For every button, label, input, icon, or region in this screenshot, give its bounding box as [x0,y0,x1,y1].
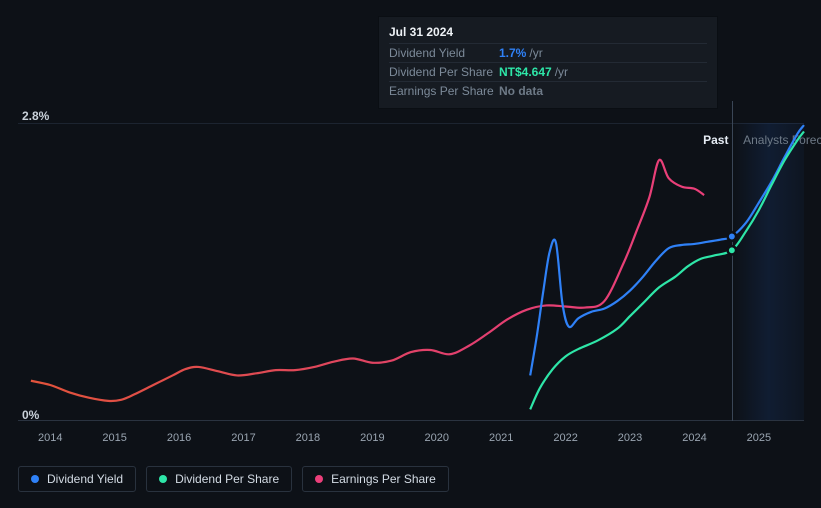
legend-label: Earnings Per Share [331,472,436,486]
tooltip-value-nodata: No data [499,84,543,98]
x-tick: 2015 [102,432,126,444]
x-axis: 2014 2015 2016 2017 2018 2019 2020 2021 2022 2023… [18,432,804,448]
tooltip-row-dividend-per-share: Dividend Per Share NT$4.647 /yr [389,62,707,81]
x-tick: 2023 [618,432,642,444]
chart-tooltip: Jul 31 2024 Dividend Yield 1.7% /yr Divi… [378,16,718,109]
x-tick: 2020 [425,432,449,444]
legend-earnings-per-share[interactable]: Earnings Per Share [302,466,449,492]
tooltip-value: 1.7% [499,46,526,60]
tooltip-label: Earnings Per Share [389,84,499,98]
x-tick: 2014 [38,432,62,444]
x-tick: 2022 [553,432,577,444]
legend-dividend-per-share[interactable]: Dividend Per Share [146,466,292,492]
legend-dot-icon [31,475,39,483]
x-tick: 2016 [167,432,191,444]
tooltip-row-dividend-yield: Dividend Yield 1.7% /yr [389,43,707,62]
tooltip-value: NT$4.647 [499,65,552,79]
legend-label: Dividend Per Share [175,472,279,486]
x-tick: 2018 [296,432,320,444]
y-axis-top-label: 2.8% [22,109,49,123]
series-dividend-yield [530,125,804,375]
series-earnings-per-share [31,160,704,401]
legend-label: Dividend Yield [47,472,123,486]
hover-dot-dividend-per-share [728,246,736,254]
tooltip-unit: /yr [555,65,568,79]
tooltip-label: Dividend Per Share [389,65,499,79]
x-tick: 2024 [682,432,706,444]
tooltip-unit: /yr [529,46,542,60]
tooltip-row-earnings-per-share: Earnings Per Share No data [389,81,707,100]
tooltip-label: Dividend Yield [389,46,499,60]
chart-legend: Dividend Yield Dividend Per Share Earnin… [18,466,449,492]
chart-plot-area[interactable] [18,123,804,420]
x-tick: 2017 [231,432,255,444]
legend-dividend-yield[interactable]: Dividend Yield [18,466,136,492]
legend-dot-icon [159,475,167,483]
x-tick: 2025 [747,432,771,444]
legend-dot-icon [315,475,323,483]
hover-dot-dividend-yield [728,232,736,240]
gridline-bottom [18,420,804,421]
x-tick: 2019 [360,432,384,444]
x-tick: 2021 [489,432,513,444]
tooltip-date: Jul 31 2024 [389,23,707,43]
